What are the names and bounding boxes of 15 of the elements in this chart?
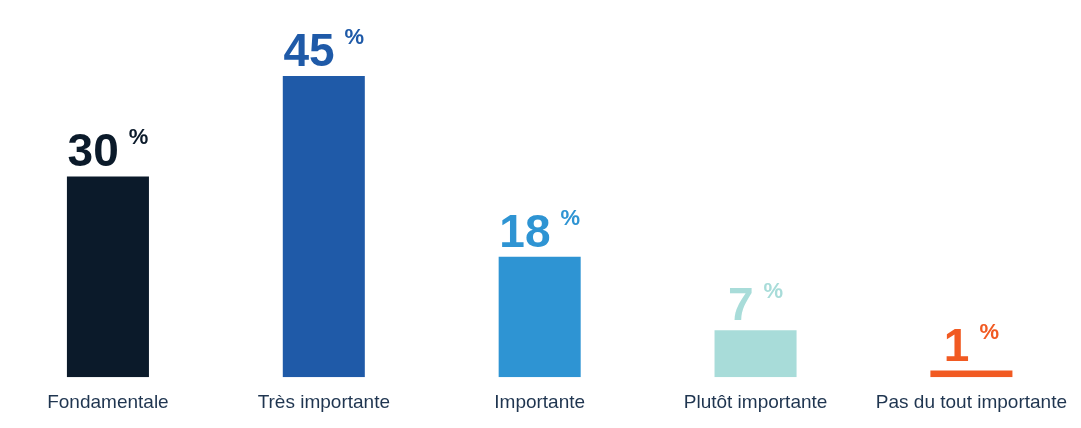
data-label: 1 % (943, 318, 999, 371)
x-tick-label: Fondamentale (47, 390, 169, 412)
x-tick-label: Importante (494, 390, 586, 412)
data-label: 18 % (499, 204, 581, 257)
data-label: 30 % (67, 124, 149, 177)
bar (66, 176, 149, 378)
bar (930, 370, 1013, 378)
bar (282, 76, 365, 378)
x-tick-label: Pas du tout importante (875, 390, 1067, 412)
x-tick-label: Très importante (257, 390, 390, 412)
bar (498, 256, 581, 378)
x-tick-label: Plutôt importante (683, 390, 828, 412)
data-label: 7 % (727, 278, 784, 331)
bar (714, 330, 797, 378)
data-label: 45 % (283, 24, 365, 76)
